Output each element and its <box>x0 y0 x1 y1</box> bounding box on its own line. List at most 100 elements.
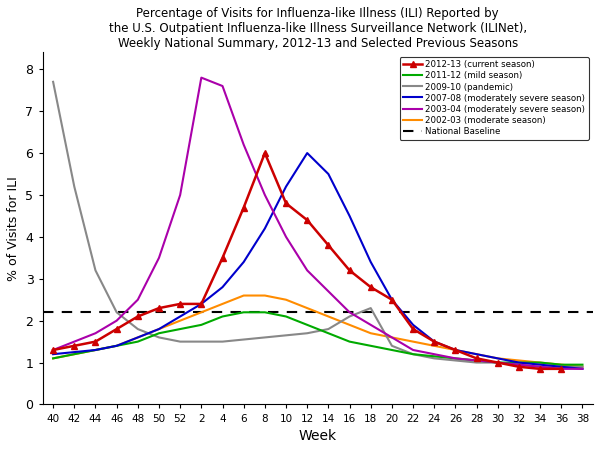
2002-03 (moderate season) <box>494 356 502 361</box>
2012-13 (current season) <box>515 364 523 369</box>
2011-12 (mild season) <box>367 343 374 348</box>
2009-10 (pandemic) <box>304 331 311 336</box>
2002-03 (moderate season) <box>155 326 163 332</box>
2011-12 (mild season) <box>71 351 78 357</box>
2002-03 (moderate season) <box>113 343 120 348</box>
2002-03 (moderate season) <box>92 347 99 353</box>
2012-13 (current season) <box>261 150 268 156</box>
2003-04 (moderately severe season) <box>515 362 523 367</box>
2011-12 (mild season) <box>325 331 332 336</box>
2011-12 (mild season) <box>431 354 438 359</box>
2012-13 (current season) <box>283 201 290 206</box>
2007-08 (moderately severe season) <box>494 356 502 361</box>
2012-13 (current season) <box>536 366 544 372</box>
2009-10 (pandemic) <box>50 79 57 85</box>
2002-03 (moderate season) <box>176 318 184 324</box>
2003-04 (moderately severe season) <box>219 83 226 89</box>
2007-08 (moderately severe season) <box>325 171 332 177</box>
Legend: 2012-13 (current season), 2011-12 (mild season), 2009-10 (pandemic), 2007-08 (mo: 2012-13 (current season), 2011-12 (mild … <box>400 57 589 140</box>
2009-10 (pandemic) <box>431 356 438 361</box>
2012-13 (current season) <box>113 326 120 332</box>
2009-10 (pandemic) <box>134 326 142 332</box>
2003-04 (moderately severe season) <box>261 192 268 198</box>
2012-13 (current season) <box>431 339 438 344</box>
2012-13 (current season) <box>367 284 374 290</box>
Line: 2007-08 (moderately severe season): 2007-08 (moderately severe season) <box>53 153 583 369</box>
2007-08 (moderately severe season) <box>536 362 544 367</box>
2011-12 (mild season) <box>198 322 205 328</box>
2003-04 (moderately severe season) <box>198 75 205 81</box>
2002-03 (moderate season) <box>219 301 226 306</box>
2011-12 (mild season) <box>240 310 247 315</box>
2012-13 (current season) <box>557 366 565 372</box>
2002-03 (moderate season) <box>536 360 544 365</box>
2011-12 (mild season) <box>261 310 268 315</box>
X-axis label: Week: Week <box>299 429 337 443</box>
2007-08 (moderately severe season) <box>71 349 78 355</box>
2003-04 (moderately severe season) <box>92 331 99 336</box>
2012-13 (current season) <box>219 255 226 261</box>
2011-12 (mild season) <box>452 356 459 361</box>
2002-03 (moderate season) <box>71 351 78 357</box>
2009-10 (pandemic) <box>176 339 184 344</box>
2007-08 (moderately severe season) <box>452 347 459 353</box>
2011-12 (mild season) <box>579 362 586 367</box>
2009-10 (pandemic) <box>325 326 332 332</box>
2002-03 (moderate season) <box>134 335 142 340</box>
2009-10 (pandemic) <box>579 364 586 369</box>
2011-12 (mild season) <box>283 314 290 319</box>
Title: Percentage of Visits for Influenza-like Illness (ILI) Reported by
the U.S. Outpa: Percentage of Visits for Influenza-like … <box>109 7 527 50</box>
2009-10 (pandemic) <box>219 339 226 344</box>
2012-13 (current season) <box>50 347 57 353</box>
National Baseline <box>71 310 78 315</box>
2002-03 (moderate season) <box>367 331 374 336</box>
2002-03 (moderate season) <box>431 343 438 348</box>
2009-10 (pandemic) <box>452 358 459 363</box>
Line: 2011-12 (mild season): 2011-12 (mild season) <box>53 312 583 364</box>
National Baseline <box>50 310 57 315</box>
2003-04 (moderately severe season) <box>536 364 544 369</box>
2002-03 (moderate season) <box>346 322 353 328</box>
2009-10 (pandemic) <box>198 339 205 344</box>
2003-04 (moderately severe season) <box>71 339 78 344</box>
2011-12 (mild season) <box>134 339 142 344</box>
2007-08 (moderately severe season) <box>557 364 565 369</box>
Line: 2009-10 (pandemic): 2009-10 (pandemic) <box>53 82 583 367</box>
2012-13 (current season) <box>388 297 395 302</box>
Y-axis label: % of Visits for ILI: % of Visits for ILI <box>7 176 20 281</box>
2002-03 (moderate season) <box>50 356 57 361</box>
2012-13 (current season) <box>240 205 247 210</box>
2007-08 (moderately severe season) <box>92 347 99 353</box>
2003-04 (moderately severe season) <box>494 360 502 365</box>
2003-04 (moderately severe season) <box>473 358 480 363</box>
2002-03 (moderate season) <box>325 314 332 319</box>
2009-10 (pandemic) <box>557 364 565 369</box>
2009-10 (pandemic) <box>92 268 99 273</box>
2011-12 (mild season) <box>304 322 311 328</box>
2011-12 (mild season) <box>494 360 502 365</box>
2012-13 (current season) <box>409 326 416 332</box>
2003-04 (moderately severe season) <box>557 366 565 372</box>
2007-08 (moderately severe season) <box>367 259 374 265</box>
2011-12 (mild season) <box>388 347 395 353</box>
2002-03 (moderate season) <box>473 351 480 357</box>
2003-04 (moderately severe season) <box>346 310 353 315</box>
2007-08 (moderately severe season) <box>50 351 57 357</box>
2007-08 (moderately severe season) <box>283 184 290 189</box>
2011-12 (mild season) <box>219 314 226 319</box>
2002-03 (moderate season) <box>240 293 247 298</box>
2002-03 (moderate season) <box>579 364 586 369</box>
2011-12 (mild season) <box>50 356 57 361</box>
2003-04 (moderately severe season) <box>176 192 184 198</box>
2012-13 (current season) <box>176 301 184 306</box>
2003-04 (moderately severe season) <box>452 356 459 361</box>
2003-04 (moderately severe season) <box>50 347 57 353</box>
2007-08 (moderately severe season) <box>198 301 205 306</box>
2007-08 (moderately severe season) <box>409 322 416 328</box>
2009-10 (pandemic) <box>155 335 163 340</box>
2012-13 (current season) <box>473 356 480 361</box>
2009-10 (pandemic) <box>240 337 247 342</box>
2007-08 (moderately severe season) <box>219 284 226 290</box>
2002-03 (moderate season) <box>515 358 523 363</box>
2012-13 (current season) <box>346 268 353 273</box>
